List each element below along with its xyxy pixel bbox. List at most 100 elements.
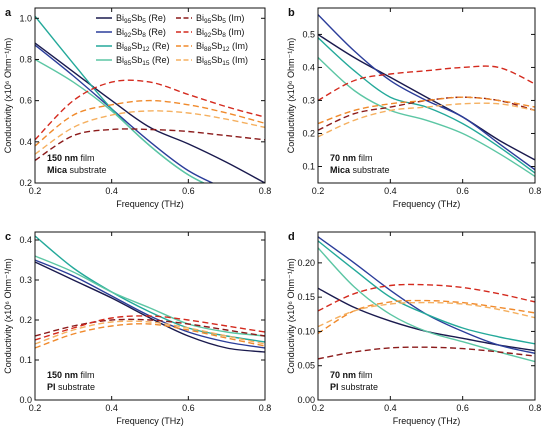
chart-panel-d: 0.2 0.4 0.6 0.8 0.00 0.05 0.10 0.15 0.20 Frequenc… <box>286 231 541 426</box>
series-line-4 <box>35 58 206 183</box>
series-line-6 <box>318 65 535 102</box>
x-tick-label: 0.2 <box>29 403 42 413</box>
annotation-substrate-word: substrate <box>67 165 107 175</box>
panel-label: b <box>288 7 295 19</box>
y-axis-label: Conductivity (x10⁶ Ohm⁻¹/m) <box>3 38 13 153</box>
y-tick-label: 0.2 <box>302 128 315 138</box>
x-tick-label: 0.4 <box>384 186 397 196</box>
x-tick-label: 0.2 <box>29 186 42 196</box>
series-line-6 <box>35 79 265 141</box>
series-line-8 <box>35 320 265 345</box>
legend-label: Bi88Sb12 (Re) <box>116 41 170 53</box>
x-tick-label: 0.8 <box>259 186 272 196</box>
x-tick-label: 0.8 <box>259 403 272 413</box>
series-line-8 <box>35 110 265 155</box>
y-tick-label: 0.2 <box>19 178 32 188</box>
y-tick-label: 0.0 <box>19 395 32 405</box>
x-tick-label: 0.6 <box>456 403 469 413</box>
series-line-7 <box>35 323 265 349</box>
annotation-substrate: Mica substrate <box>330 165 390 175</box>
series-line-8 <box>318 102 535 138</box>
y-tick-label: 0.3 <box>19 275 32 285</box>
y-axis-label: Conductivity (x10⁶ Ohm⁻¹/m) <box>286 258 296 373</box>
y-tick-label: 0.6 <box>19 96 32 106</box>
series-line-7 <box>35 99 265 147</box>
annotation-substrate: PI substrate <box>330 382 378 392</box>
y-tick-label: 0.10 <box>297 326 315 336</box>
y-axis-label: Conductivity (x10⁶ Ohm⁻¹/m) <box>286 38 296 153</box>
annotation-substrate-name: PI <box>330 382 339 392</box>
x-axis-label: Frequency (THz) <box>116 199 184 209</box>
x-tick-label: 0.6 <box>456 186 469 196</box>
series-line-1 <box>318 287 535 352</box>
chart-panel-b: 0.2 0.4 0.6 0.8 0.1 0.2 0.3 0.4 0.5 Frequency (TH… <box>286 7 541 209</box>
chart-panel-a: 0.2 0.4 0.6 0.8 0.2 0.4 0.6 0.8 1.0 Frequency (TH… <box>3 7 272 209</box>
annotation-thickness-value: 150 nm <box>47 153 78 163</box>
annotation-thickness-unit: film <box>78 370 95 380</box>
panel-label: c <box>5 231 11 243</box>
annotation-substrate-name: PI <box>47 382 56 392</box>
series-line-5 <box>318 346 535 360</box>
x-tick-label: 0.8 <box>529 403 542 413</box>
y-tick-label: 0.00 <box>297 395 315 405</box>
annotation-thickness-unit: film <box>356 153 373 163</box>
annotation-substrate-word: substrate <box>339 382 379 392</box>
series-line-2 <box>35 259 265 349</box>
x-tick-label: 0.4 <box>105 186 118 196</box>
annotation-thickness-value: 70 nm <box>330 153 356 163</box>
series-line-2 <box>35 44 215 183</box>
annotation-substrate: PI substrate <box>47 382 95 392</box>
plot-frame <box>34 231 266 401</box>
y-tick-label: 0.05 <box>297 361 315 371</box>
plot-frame <box>34 7 266 184</box>
y-tick-label: 0.2 <box>19 315 32 325</box>
series-line-2 <box>318 14 535 171</box>
y-tick-label: 0.4 <box>19 235 32 245</box>
y-tick-label: 0.4 <box>302 62 315 72</box>
annotation-thickness: 150 nm film <box>47 153 95 163</box>
annotation-thickness: 70 nm film <box>330 370 373 380</box>
annotation-substrate-name: Mica <box>330 165 351 175</box>
annotation-thickness-unit: film <box>356 370 373 380</box>
annotation-thickness-unit: film <box>78 153 95 163</box>
series-line-3 <box>318 240 535 345</box>
series-line-5 <box>35 128 265 161</box>
panel-label: d <box>288 231 295 243</box>
x-tick-label: 0.4 <box>105 403 118 413</box>
annotation-thickness: 70 nm film <box>330 153 373 163</box>
series-line-4 <box>318 247 535 363</box>
annotation-substrate-word: substrate <box>350 165 390 175</box>
y-tick-label: 1.0 <box>19 13 32 23</box>
y-tick-label: 0.4 <box>19 137 32 147</box>
x-tick-label: 0.2 <box>312 186 325 196</box>
legend-label: Bi95Sb5 (Im) <box>196 13 244 25</box>
x-axis-label: Frequency (THz) <box>116 416 184 426</box>
annotation-thickness-value: 150 nm <box>47 370 78 380</box>
legend-label: Bi95Sb5 (Re) <box>116 13 166 25</box>
x-tick-label: 0.6 <box>182 186 195 196</box>
series-line-3 <box>318 37 535 174</box>
plot-frame <box>317 231 536 401</box>
annotation-substrate-word: substrate <box>56 382 96 392</box>
y-tick-label: 0.5 <box>302 29 315 39</box>
legend-label: Bi85Sb15 (Re) <box>116 55 170 67</box>
series-line-6 <box>318 283 535 312</box>
series-line-4 <box>35 255 265 337</box>
x-tick-label: 0.8 <box>529 186 542 196</box>
chart-legend: Bi95Sb5 (Re) Bi92Sb8 (Re) Bi88Sb12 (Re) Bi8… <box>96 13 248 67</box>
legend-label: Bi88Sb12 (Im) <box>196 41 248 53</box>
chart-panel-c: 0.2 0.4 0.6 0.8 0.0 0.1 0.2 0.3 0.4 Frequency (TH… <box>3 231 271 426</box>
series-line-1 <box>35 261 265 353</box>
series-line-5 <box>318 96 535 131</box>
x-tick-label: 0.6 <box>182 403 195 413</box>
y-tick-label: 0.1 <box>302 161 315 171</box>
annotation-thickness: 150 nm film <box>47 370 95 380</box>
series-line-8 <box>318 301 535 328</box>
plot-frame <box>317 7 536 184</box>
y-tick-label: 0.15 <box>297 292 315 302</box>
annotation-substrate-name: Mica <box>47 165 68 175</box>
x-axis-label: Frequency (THz) <box>393 416 461 426</box>
x-tick-label: 0.4 <box>384 403 397 413</box>
series-line-4 <box>318 56 535 177</box>
